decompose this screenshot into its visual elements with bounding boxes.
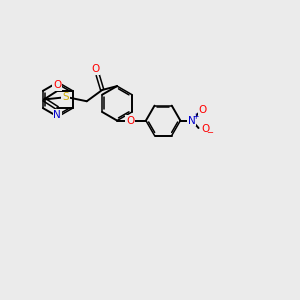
Text: N: N bbox=[53, 110, 61, 120]
Text: O: O bbox=[53, 80, 61, 90]
Text: N: N bbox=[188, 116, 196, 126]
Text: +: + bbox=[192, 112, 199, 121]
Text: O: O bbox=[199, 105, 207, 115]
Text: S: S bbox=[62, 92, 69, 102]
Text: O: O bbox=[91, 64, 100, 74]
Text: O: O bbox=[201, 124, 209, 134]
Text: −: − bbox=[206, 129, 213, 138]
Text: O: O bbox=[126, 116, 135, 126]
